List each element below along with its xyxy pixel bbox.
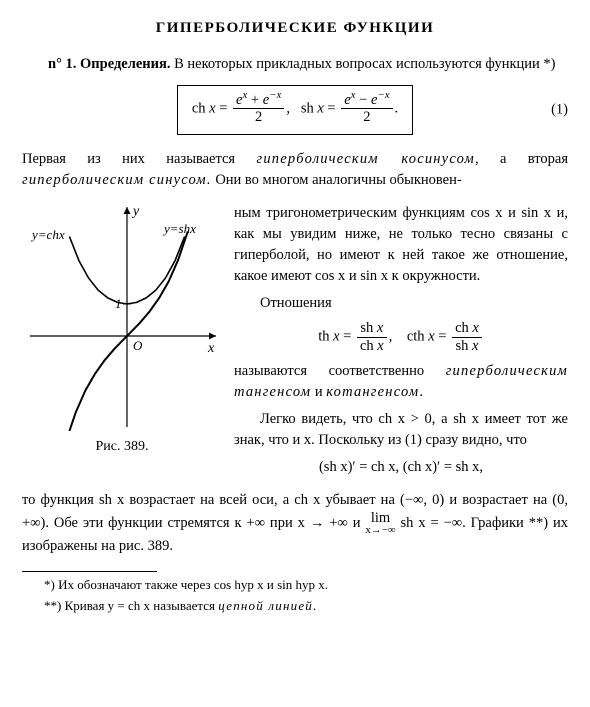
svg-text:1: 1 bbox=[115, 296, 122, 311]
term-catenary: цепной линией bbox=[218, 598, 313, 613]
derivative-relation: (sh x)′ = ch x, (ch x)′ = sh x, bbox=[22, 457, 568, 478]
footnote-separator bbox=[22, 571, 157, 572]
graph-svg: y=chx y=shx y x O 1 bbox=[22, 201, 222, 431]
section-num: n° 1. bbox=[48, 56, 76, 72]
lhs-sh: sh x = bbox=[301, 100, 336, 116]
figure-caption: Рис. 389. bbox=[22, 437, 222, 457]
sep1: , bbox=[286, 100, 290, 116]
term-coth: котангенсом bbox=[326, 384, 419, 400]
page-title: ГИПЕРБОЛИЧЕСКИЕ ФУНКЦИИ bbox=[22, 18, 568, 40]
svg-text:y=chx: y=chx bbox=[30, 227, 65, 242]
equation-box: ch x = ex + e−x 2 , sh x = ex − e−x 2 . bbox=[177, 85, 413, 135]
term-cosh: гиперболическим косинусом bbox=[256, 151, 474, 167]
p1-tail: В некоторых прикладных вопросах использу… bbox=[174, 56, 555, 72]
p3: то функция sh x возрастает на всей оси, … bbox=[22, 490, 568, 557]
text-with-figure: y=chxy=shxyxO1 Рис. 389. ным тригонометр… bbox=[22, 197, 568, 484]
term-sinh: гиперболическим синусом. bbox=[22, 172, 212, 188]
section-label: Определения. bbox=[80, 56, 170, 72]
section-heading-para: n° 1. Определения. В некоторых прикладны… bbox=[22, 54, 568, 75]
footnote-2: **) Кривая y = ch x называется цепной ли… bbox=[22, 597, 568, 616]
frac-ch: ex + e−x 2 bbox=[233, 92, 284, 126]
svg-text:y=shx: y=shx bbox=[162, 221, 196, 236]
figure-389: y=chx y=shx y x O 1 Рис. 389. bbox=[22, 201, 222, 457]
boxed-equation: ch x = ex + e−x 2 , sh x = ex − e−x 2 . … bbox=[22, 85, 568, 135]
svg-text:x: x bbox=[207, 341, 215, 356]
lhs-ch: ch x = bbox=[192, 100, 228, 116]
limit-expr: limx→−∞ bbox=[365, 511, 395, 536]
frac-sh: ex − e−x 2 bbox=[341, 92, 392, 126]
p2: Первая из них называется гиперболическим… bbox=[22, 149, 568, 191]
equation-number: (1) bbox=[551, 99, 568, 120]
footnote-1: *) Их обозначают также через cos hyp x и… bbox=[22, 576, 568, 595]
svg-text:y: y bbox=[131, 204, 140, 219]
svg-text:O: O bbox=[133, 338, 143, 353]
